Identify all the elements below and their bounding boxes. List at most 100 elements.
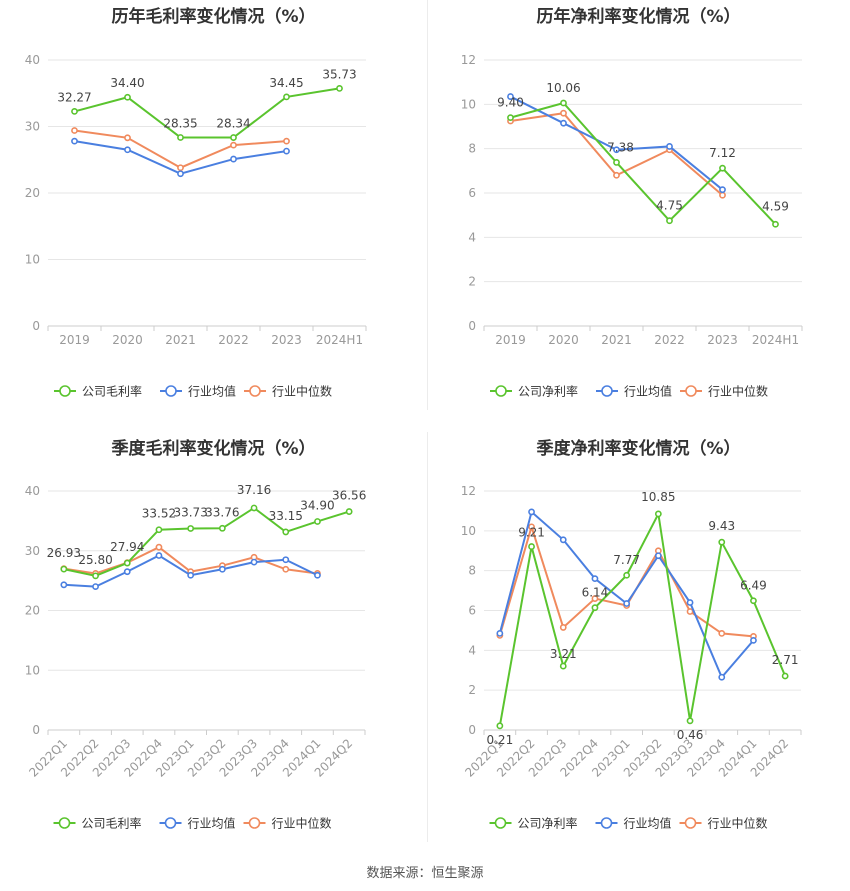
data-point	[613, 171, 620, 179]
data-point	[613, 146, 620, 154]
data-label: 4.59	[762, 199, 789, 213]
data-point	[654, 510, 662, 518]
legend-item: 公司毛利率	[54, 384, 142, 399]
data-point	[718, 538, 726, 546]
data-label: 28.35	[163, 116, 197, 130]
data-point	[496, 722, 504, 730]
x-tick-label: 2022	[654, 333, 685, 347]
data-point	[218, 565, 226, 573]
data-label: 25.80	[78, 553, 112, 567]
data-point	[719, 186, 726, 194]
data-point	[686, 599, 694, 606]
legend-swatch-marker	[248, 817, 261, 829]
legend-label: 行业中位数	[708, 384, 768, 399]
legend-label: 行业均值	[188, 384, 236, 399]
legend-swatch-marker	[249, 385, 261, 397]
y-tick-label: 12	[461, 53, 476, 67]
data-point	[666, 217, 673, 225]
data-point	[177, 170, 184, 178]
data-point	[92, 583, 99, 590]
data-label: 28.34	[216, 117, 250, 131]
legend-label: 公司毛利率	[82, 384, 142, 399]
y-tick-label: 40	[25, 53, 40, 67]
data-point	[123, 568, 131, 576]
data-label: 33.76	[205, 505, 239, 519]
data-point	[282, 528, 290, 536]
y-tick-label: 10	[25, 663, 40, 677]
data-label: 10.06	[546, 81, 580, 95]
data-label: 35.73	[322, 67, 356, 81]
data-point	[124, 146, 131, 154]
data-point	[71, 108, 78, 115]
data-source-note: 数据来源：恒生聚源	[366, 866, 484, 881]
data-point	[336, 84, 343, 92]
legend-item: 行业均值	[160, 384, 236, 399]
legend-label: 公司毛利率	[82, 816, 142, 831]
series-line	[498, 510, 787, 726]
legend-swatch-marker	[600, 817, 613, 829]
data-point	[666, 143, 673, 150]
data-point	[177, 134, 184, 141]
y-tick-label: 20	[25, 604, 40, 618]
y-tick-label: 6	[468, 604, 476, 618]
legend-item: 公司净利率	[490, 384, 578, 399]
data-label: 34.90	[300, 498, 334, 512]
x-tick-label: 2022	[218, 333, 249, 347]
y-tick-label: 6	[468, 186, 476, 200]
y-tick-label: 20	[25, 186, 40, 200]
data-point	[155, 543, 163, 551]
data-point	[528, 543, 535, 550]
data-label: 2.71	[772, 653, 799, 667]
legend: 公司净利率 行业均值 行业中位数	[490, 384, 768, 399]
data-point	[314, 518, 321, 525]
legend-item: 行业中位数	[680, 384, 768, 399]
data-point	[781, 672, 789, 680]
data-label: 27.94	[110, 540, 144, 554]
y-tick-label: 8	[468, 142, 476, 156]
data-label: 7.38	[607, 140, 634, 154]
data-label: 7.12	[709, 146, 736, 160]
legend-label: 行业均值	[188, 816, 236, 831]
data-point	[250, 558, 258, 566]
x-tick-label: 2021	[601, 333, 632, 347]
data-point	[686, 608, 694, 615]
data-point	[345, 508, 353, 515]
chart-svg: 0246810122022Q12022Q22022Q32022Q42023Q12…	[461, 484, 802, 831]
data-point	[772, 220, 779, 228]
chart-panel-annual-net-margin: 历年净利率变化情况（%） 0 2 4 6 8 10 12 2019 2020 2021 2022 20…	[427, 0, 850, 420]
data-label: 34.40	[110, 76, 144, 90]
data-point	[496, 630, 504, 637]
legend-label: 行业均值	[624, 816, 672, 831]
chart-title: 历年净利率变化情况（%）	[536, 7, 741, 27]
data-point	[155, 552, 163, 559]
data-point	[123, 559, 131, 567]
data-point	[528, 523, 535, 531]
data-point	[60, 581, 68, 589]
data-point	[654, 552, 662, 560]
data-point	[591, 575, 599, 583]
data-point	[750, 636, 757, 644]
y-tick-label: 30	[25, 544, 40, 558]
legend-swatch-marker	[684, 817, 697, 829]
chart-title: 季度净利率变化情况（%）	[536, 439, 741, 459]
data-point	[591, 604, 599, 612]
data-point	[719, 191, 726, 199]
data-point	[686, 717, 694, 725]
data-point	[750, 597, 757, 605]
data-point	[559, 662, 567, 670]
data-point	[560, 119, 567, 127]
data-label: 9.21	[518, 526, 545, 540]
legend-item: 公司净利率	[489, 816, 578, 831]
data-point	[124, 134, 131, 142]
legend-swatch-marker	[58, 817, 71, 829]
y-tick-label: 4	[468, 643, 476, 657]
y-tick-label: 2	[468, 683, 476, 697]
data-label: 36.56	[332, 489, 366, 503]
y-tick-label: 2	[468, 275, 476, 289]
legend-item: 公司毛利率	[53, 816, 142, 831]
legend-swatch-marker	[494, 817, 507, 829]
data-label: 33.15	[269, 509, 303, 523]
data-label: 9.40	[497, 96, 524, 110]
data-label: 6.49	[740, 579, 767, 593]
legend-label: 公司净利率	[518, 816, 578, 831]
